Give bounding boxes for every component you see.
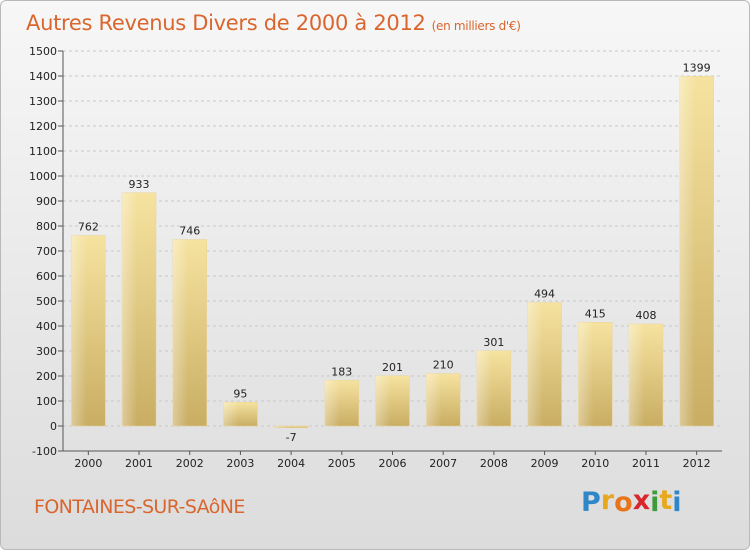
x-tick-label: 2011 <box>632 457 660 470</box>
y-tick-label: -100 <box>32 445 57 458</box>
bar-highlight <box>71 235 87 426</box>
data-label: 1399 <box>683 61 711 74</box>
chart-title-unit: (en milliers d'€) <box>431 19 521 33</box>
bar-highlight <box>324 380 341 426</box>
x-tick-label: 2001 <box>125 457 153 470</box>
chart-title-text: Autres Revenus Divers de 2000 à 2012 <box>26 11 426 35</box>
x-tick-label: 2006 <box>379 457 407 470</box>
y-tick-label: 1000 <box>29 170 57 183</box>
logo-letter: i <box>650 487 660 518</box>
x-tick-label: 2007 <box>429 457 457 470</box>
y-tick-label: 100 <box>36 395 57 408</box>
bar-highlight <box>274 426 290 428</box>
bar-highlight <box>628 324 645 426</box>
x-tick-label: 2003 <box>226 457 254 470</box>
x-tick-label: 2012 <box>683 457 711 470</box>
x-tick-label: 2000 <box>74 457 102 470</box>
y-tick-label: 200 <box>36 370 57 383</box>
bar-highlight <box>172 239 189 426</box>
logo-letter: o <box>614 487 633 518</box>
x-tick-label: 2010 <box>581 457 609 470</box>
data-label: 183 <box>331 365 352 378</box>
bar-highlight <box>122 192 138 426</box>
y-tick-label: 1500 <box>29 45 57 58</box>
bar-highlight <box>527 302 543 426</box>
chart-title: Autres Revenus Divers de 2000 à 2012 (en … <box>26 11 521 35</box>
bar-highlight <box>223 402 239 426</box>
logo-letter: P <box>581 487 601 518</box>
data-label: 210 <box>433 359 454 372</box>
data-label: -7 <box>286 431 297 444</box>
y-tick-label: 0 <box>50 420 57 433</box>
bar-highlight <box>578 322 594 426</box>
data-label: 762 <box>78 221 99 234</box>
logo-letter: i <box>672 487 682 518</box>
proxiti-logo: Proxiti <box>581 485 682 518</box>
place-name: FONTAINES-SUR-SAôNE <box>34 496 245 518</box>
bar-highlight <box>679 76 695 426</box>
y-tick-label: 1300 <box>29 95 57 108</box>
y-tick-label: 1100 <box>29 145 57 158</box>
x-tick-label: 2009 <box>531 457 559 470</box>
x-tick-label: 2005 <box>328 457 356 470</box>
y-tick-label: 1400 <box>29 70 57 83</box>
y-tick-label: 900 <box>36 195 57 208</box>
data-label: 301 <box>483 336 504 349</box>
bar-highlight <box>426 373 442 426</box>
data-label: 95 <box>233 387 247 400</box>
logo-letter: x <box>632 485 651 516</box>
data-label: 746 <box>179 225 200 238</box>
y-tick-label: 700 <box>36 245 57 258</box>
data-label: 408 <box>635 309 656 322</box>
data-label: 201 <box>382 361 403 374</box>
y-tick-label: 400 <box>36 320 57 333</box>
data-label: 494 <box>534 288 555 301</box>
y-tick-label: 800 <box>36 220 57 233</box>
data-label: 933 <box>129 178 150 191</box>
bar-highlight <box>476 350 493 426</box>
y-tick-label: 600 <box>36 270 57 283</box>
x-tick-label: 2002 <box>176 457 204 470</box>
logo-letter: r <box>600 485 615 516</box>
y-tick-label: 300 <box>36 345 57 358</box>
y-tick-label: 1200 <box>29 120 57 133</box>
bar-highlight <box>375 375 391 426</box>
y-tick-label: 500 <box>36 295 57 308</box>
logo-letter: t <box>659 485 673 516</box>
data-label: 415 <box>585 307 606 320</box>
x-tick-label: 2004 <box>277 457 305 470</box>
x-tick-label: 2008 <box>480 457 508 470</box>
